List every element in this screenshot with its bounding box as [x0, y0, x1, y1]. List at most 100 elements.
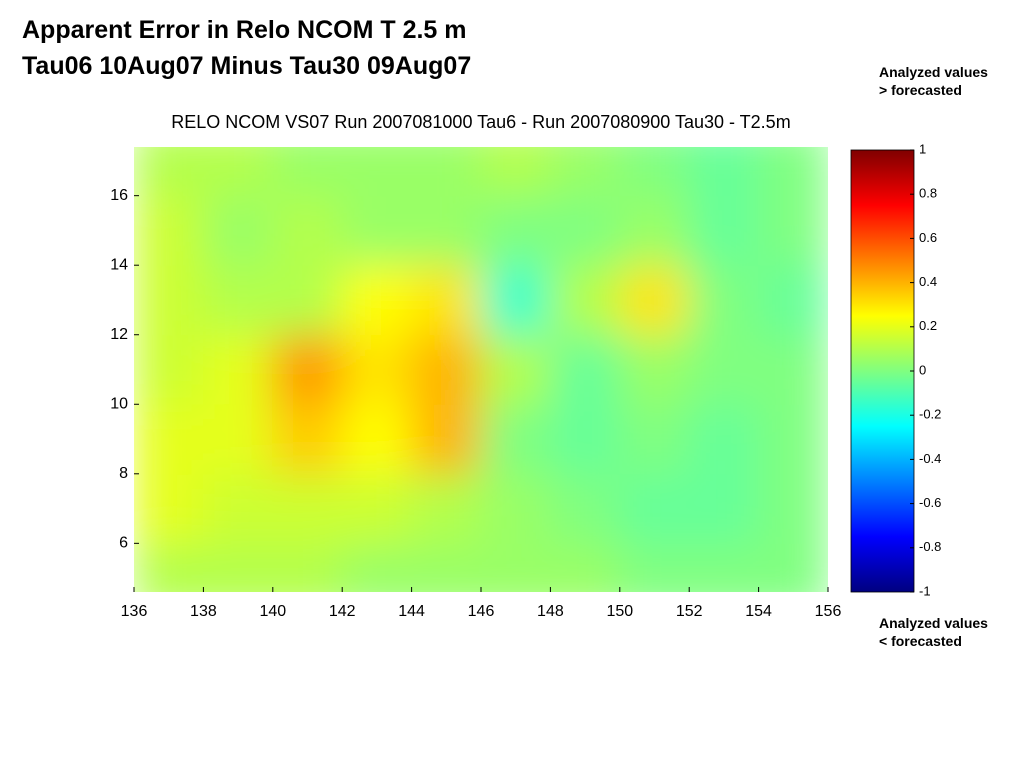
heat-cell — [341, 403, 413, 475]
heat-cell — [549, 195, 621, 266]
x-tick-label: 144 — [398, 603, 425, 620]
x-tick-label: 140 — [259, 603, 286, 620]
heat-cell — [202, 473, 274, 544]
heat-cell — [411, 542, 482, 592]
annotation-line: < forecasted — [879, 633, 962, 649]
y-tick-label: 8 — [119, 465, 128, 482]
heat-cell — [411, 403, 482, 475]
y-tick-label: 10 — [110, 395, 128, 412]
heat-cell — [549, 542, 621, 592]
annotation-line: Analyzed values — [879, 64, 988, 80]
heat-cell — [272, 264, 343, 336]
heat-cell — [411, 473, 482, 544]
heatmap — [134, 147, 828, 592]
heat-cell — [758, 147, 828, 197]
heat-cell — [758, 195, 828, 266]
heat-cell — [688, 403, 760, 475]
colorbar-tick-label: 0.8 — [919, 186, 937, 201]
heat-cell — [341, 147, 413, 197]
heat-cell — [411, 334, 482, 405]
heat-cell — [619, 542, 690, 592]
colorbar — [850, 149, 915, 593]
heat-cell — [549, 147, 621, 197]
heat-cell — [202, 195, 274, 266]
colorbar-tick-label: -0.2 — [919, 407, 941, 422]
heat-cell — [480, 403, 551, 475]
annotation-line: Analyzed values — [879, 615, 988, 631]
annotation: Analyzed values > forecasted — [879, 63, 988, 99]
x-tick-label: 136 — [121, 603, 148, 620]
heat-cell — [619, 403, 690, 475]
x-tick-label: 154 — [745, 603, 772, 620]
y-tick-label: 6 — [119, 535, 128, 552]
heat-cell — [134, 473, 204, 544]
heat-cell — [619, 473, 690, 544]
colorbar-tick-label: -1 — [919, 583, 931, 598]
heat-cell — [688, 334, 760, 405]
heat-cell — [272, 473, 343, 544]
heat-cell — [688, 264, 760, 336]
heat-cell — [480, 147, 551, 197]
heat-cell — [758, 403, 828, 475]
slide-title: Tau06 10Aug07 Minus Tau30 09Aug07 — [22, 52, 472, 80]
y-tick-label: 12 — [110, 326, 128, 343]
heat-cell — [619, 334, 690, 405]
heat-cell — [341, 334, 413, 405]
heat-cell — [341, 473, 413, 544]
heat-cell — [134, 403, 204, 475]
heat-cell — [202, 334, 274, 405]
heat-cell — [134, 542, 204, 592]
heat-cell — [134, 264, 204, 336]
heat-cell — [549, 264, 621, 336]
heat-cell — [272, 147, 343, 197]
heat-cell — [480, 542, 551, 592]
heat-cell — [272, 403, 343, 475]
y-tick-label: 14 — [110, 256, 128, 273]
colorbar-tick-label: 0.4 — [919, 274, 937, 289]
heat-cell — [688, 542, 760, 592]
heat-cell — [480, 195, 551, 266]
heat-cell — [688, 473, 760, 544]
heat-cell — [341, 195, 413, 266]
heat-cell — [758, 542, 828, 592]
colorbar-tick-label: 1 — [919, 141, 926, 156]
plot-area — [134, 147, 828, 592]
heat-cell — [549, 403, 621, 475]
heat-cell — [758, 334, 828, 405]
heat-cell — [272, 542, 343, 592]
x-tick-label: 152 — [676, 603, 703, 620]
heat-cell — [619, 147, 690, 197]
heat-cell — [411, 195, 482, 266]
heat-cell — [341, 542, 413, 592]
heat-cell — [758, 264, 828, 336]
heat-cell — [619, 264, 690, 336]
annotation: Analyzed values < forecasted — [879, 614, 988, 650]
heat-cell — [134, 195, 204, 266]
heat-cell — [272, 334, 343, 405]
heat-cell — [480, 334, 551, 405]
heat-cell — [202, 147, 274, 197]
colorbar-tick-label: -0.8 — [919, 539, 941, 554]
heat-cell — [134, 334, 204, 405]
slide-title: Apparent Error in Relo NCOM T 2.5 m — [22, 16, 467, 44]
heat-cell — [688, 147, 760, 197]
colorbar-tick-label: -0.6 — [919, 495, 941, 510]
heat-cell — [411, 147, 482, 197]
heat-cell — [480, 473, 551, 544]
x-tick-label: 138 — [190, 603, 217, 620]
colorbar-tick-label: 0.6 — [919, 230, 937, 245]
colorbar-tick-label: 0.2 — [919, 318, 937, 333]
heat-cell — [134, 147, 204, 197]
heat-cell — [341, 264, 413, 336]
heat-cell — [758, 473, 828, 544]
chart-title: RELO NCOM VS07 Run 2007081000 Tau6 - Run… — [171, 112, 790, 132]
colorbar-tick-label: -0.4 — [919, 451, 941, 466]
colorbar-tick-label: 0 — [919, 362, 926, 377]
x-tick-label: 146 — [468, 603, 495, 620]
x-tick-label: 142 — [329, 603, 356, 620]
heat-cell — [619, 195, 690, 266]
heat-cell — [202, 403, 274, 475]
heat-cell — [480, 264, 551, 336]
